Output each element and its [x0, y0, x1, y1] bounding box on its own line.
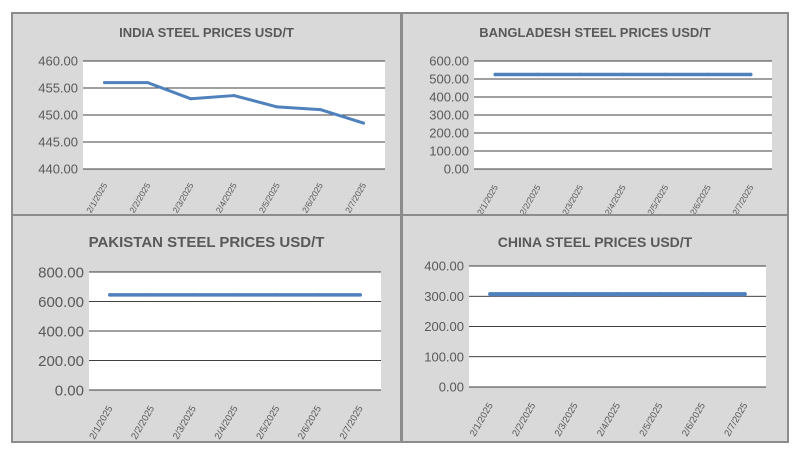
china-chart-panel: CHINA STEEL PRICES USD/T 0.00 100.00 200.0…: [401, 214, 789, 443]
x-tick-label: 2/2/2025: [129, 404, 157, 441]
data-point: [149, 293, 154, 297]
x-tick-label: 2/4/2025: [603, 183, 628, 214]
y-tick-label: 300.00: [424, 289, 464, 304]
y-tick-label: 300.00: [429, 108, 469, 123]
data-point: [615, 292, 620, 297]
x-tick-label: 2/6/2025: [300, 181, 325, 214]
x-tick-label: 2/6/2025: [296, 404, 324, 441]
bangladesh-chart: 0.00 100.00 200.00 300.00 400.00 500.00 600.00…: [429, 54, 772, 214]
chart-title: INDIA STEEL PRICES USD/T: [119, 25, 294, 40]
data-point: [191, 293, 196, 297]
data-point: [706, 72, 710, 77]
x-tick-label: 2/7/2025: [730, 183, 755, 214]
data-point: [573, 292, 578, 297]
china-chart: 0.00 100.00 200.00 300.00 400.00 2/1/2025 2/2/…: [424, 259, 766, 439]
x-tick-label: 2/5/2025: [638, 401, 666, 439]
data-point: [578, 72, 583, 77]
pakistan-chart-panel: PAKISTAN STEEL PRICES USD/T 0.00 200.00 40…: [11, 214, 402, 443]
y-tick-label: 600.00: [429, 54, 469, 69]
x-tick-label: 2/3/2025: [553, 401, 581, 439]
x-tick-label: 2/7/2025: [722, 401, 750, 439]
y-tick-label: 0.00: [55, 382, 84, 399]
y-tick-label: 440.00: [38, 162, 78, 177]
data-point: [232, 94, 236, 98]
x-tick-label: 2/7/2025: [338, 404, 366, 441]
data-point: [189, 97, 193, 101]
y-tick-label: 460.00: [38, 54, 78, 69]
x-tick-label: 2/6/2025: [688, 183, 713, 214]
data-point: [663, 72, 668, 77]
y-tick-label: 445.00: [38, 135, 78, 150]
chart-title: BANGLADESH STEEL PRICES USD/T: [479, 25, 711, 40]
data-point: [493, 72, 498, 77]
data-point: [146, 81, 150, 85]
data-point: [358, 293, 362, 297]
x-tick-label: 2/3/2025: [170, 181, 195, 214]
x-tick-label: 2/2/2025: [127, 181, 152, 214]
x-tick-label: 2/1/2025: [87, 404, 115, 441]
data-point: [316, 293, 321, 297]
pakistan-chart: 0.00 200.00 400.00 600.00 800.00 2/1/2025 2/2/…: [38, 264, 381, 441]
x-tick-label: 2/2/2025: [510, 401, 538, 439]
x-tick-label: 2/5/2025: [257, 181, 282, 214]
x-tick-label: 2/3/2025: [560, 183, 585, 214]
x-tick-label: 2/4/2025: [595, 401, 623, 439]
india-chart-panel: INDIA STEEL PRICES USD/T 440.00 445.00 450…: [11, 12, 402, 216]
data-point: [274, 293, 279, 297]
x-tick-label: 2/7/2025: [343, 181, 368, 214]
y-tick-label: 500.00: [429, 72, 469, 87]
y-tick-label: 400.00: [38, 323, 84, 340]
y-tick-label: 100.00: [429, 144, 469, 159]
y-tick-label: 0.00: [444, 162, 469, 177]
data-point: [536, 72, 540, 77]
y-tick-label: 200.00: [429, 126, 469, 141]
x-tick-label: 2/3/2025: [171, 404, 199, 441]
data-point: [488, 292, 493, 297]
data-point: [530, 292, 535, 297]
chart-title: CHINA STEEL PRICES USD/T: [497, 234, 693, 250]
x-tick-label: 2/1/2025: [475, 183, 500, 214]
x-tick-label: 2/4/2025: [213, 404, 241, 441]
bangladesh-chart-panel: BANGLADESH STEEL PRICES USD/T 0.00 100.00…: [401, 12, 789, 216]
x-tick-label: 2/1/2025: [84, 181, 109, 214]
x-tick-label: 2/4/2025: [214, 181, 239, 214]
y-tick-label: 400.00: [424, 259, 464, 274]
data-point: [700, 292, 705, 297]
data-point: [748, 72, 753, 77]
x-tick-label: 2/5/2025: [645, 183, 670, 214]
y-tick-label: 100.00: [424, 349, 464, 364]
india-chart: 440.00 445.00 450.00 455.00 460.00 2/1/2025 2/…: [38, 54, 385, 214]
data-point: [233, 293, 237, 297]
y-tick-label: 800.00: [38, 264, 84, 281]
x-tick-label: 2/2/2025: [517, 183, 542, 214]
data-point: [103, 81, 107, 85]
y-tick-label: 200.00: [424, 319, 464, 334]
y-tick-label: 450.00: [38, 108, 78, 123]
data-point: [318, 108, 322, 112]
y-tick-label: 200.00: [38, 353, 84, 370]
data-point: [657, 292, 662, 297]
x-tick-label: 2/5/2025: [254, 404, 282, 441]
y-tick-label: 0.00: [439, 380, 464, 395]
data-point: [275, 105, 279, 109]
data-point: [621, 72, 625, 77]
data-point: [361, 121, 365, 125]
y-tick-label: 455.00: [38, 81, 78, 96]
y-tick-label: 600.00: [38, 294, 84, 311]
y-tick-label: 400.00: [429, 90, 469, 105]
x-tick-label: 2/1/2025: [468, 401, 496, 439]
chart-title: PAKISTAN STEEL PRICES USD/T: [88, 234, 325, 251]
data-point: [108, 293, 112, 297]
data-point: [742, 292, 747, 297]
x-tick-label: 2/6/2025: [680, 401, 708, 439]
